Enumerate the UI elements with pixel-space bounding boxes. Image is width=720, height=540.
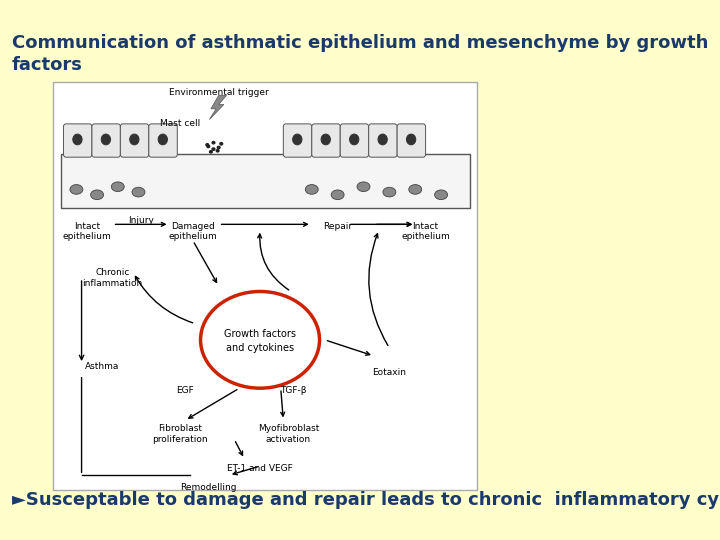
Text: Injury: Injury — [128, 215, 154, 225]
Ellipse shape — [219, 142, 223, 146]
Ellipse shape — [435, 190, 448, 200]
Ellipse shape — [357, 182, 370, 192]
Ellipse shape — [112, 182, 125, 192]
FancyBboxPatch shape — [120, 124, 149, 157]
Ellipse shape — [130, 134, 139, 145]
FancyBboxPatch shape — [369, 124, 397, 157]
FancyBboxPatch shape — [312, 124, 341, 157]
Ellipse shape — [158, 134, 168, 145]
Text: Chronic
inflammation: Chronic inflammation — [83, 268, 143, 288]
FancyBboxPatch shape — [63, 124, 92, 157]
FancyBboxPatch shape — [341, 124, 369, 157]
Ellipse shape — [206, 145, 210, 148]
Text: Environmental trigger: Environmental trigger — [168, 88, 269, 97]
Text: Communication of asthmatic epithelium and mesenchyme by growth
factors: Communication of asthmatic epithelium an… — [12, 33, 708, 74]
FancyBboxPatch shape — [61, 154, 469, 208]
Ellipse shape — [217, 146, 221, 150]
Polygon shape — [210, 96, 226, 119]
Ellipse shape — [407, 134, 415, 145]
Text: Asthma: Asthma — [85, 362, 120, 371]
Ellipse shape — [209, 150, 213, 154]
FancyBboxPatch shape — [397, 124, 426, 157]
Ellipse shape — [383, 187, 396, 197]
FancyBboxPatch shape — [149, 124, 177, 157]
Ellipse shape — [102, 134, 111, 145]
Text: Mast cell: Mast cell — [161, 119, 201, 128]
FancyBboxPatch shape — [92, 124, 120, 157]
Ellipse shape — [201, 292, 320, 388]
Ellipse shape — [132, 187, 145, 197]
Text: Damaged
epithelium: Damaged epithelium — [168, 221, 217, 241]
Text: Remodelling: Remodelling — [180, 483, 237, 492]
Ellipse shape — [91, 190, 104, 200]
Ellipse shape — [331, 190, 344, 200]
Ellipse shape — [212, 147, 215, 151]
Text: TGF-β: TGF-β — [280, 387, 307, 395]
Ellipse shape — [349, 134, 359, 145]
Text: Growth factors: Growth factors — [224, 329, 296, 340]
Text: Intact
epithelium: Intact epithelium — [63, 221, 111, 241]
Text: Fibroblast
proliferation: Fibroblast proliferation — [152, 424, 207, 443]
Ellipse shape — [292, 134, 302, 145]
Text: ET-1 and VEGF: ET-1 and VEGF — [228, 464, 293, 473]
Ellipse shape — [215, 149, 220, 153]
Ellipse shape — [205, 143, 210, 147]
Text: Eotaxin: Eotaxin — [372, 368, 406, 376]
Ellipse shape — [378, 134, 387, 145]
Ellipse shape — [321, 134, 330, 145]
Ellipse shape — [409, 185, 422, 194]
Text: ►Susceptable to damage and repair leads to chronic  inflammatory cycles: ►Susceptable to damage and repair leads … — [12, 491, 720, 509]
Ellipse shape — [212, 141, 215, 145]
Text: Repair: Repair — [323, 221, 352, 231]
Text: EGF: EGF — [176, 387, 194, 395]
Ellipse shape — [305, 185, 318, 194]
Text: and cytokines: and cytokines — [226, 343, 294, 353]
Text: Myofibroblast
activation: Myofibroblast activation — [258, 424, 319, 443]
Ellipse shape — [70, 185, 83, 194]
Text: Intact
epithelium: Intact epithelium — [401, 221, 450, 241]
FancyBboxPatch shape — [53, 82, 477, 490]
FancyBboxPatch shape — [284, 124, 312, 157]
Ellipse shape — [73, 134, 82, 145]
